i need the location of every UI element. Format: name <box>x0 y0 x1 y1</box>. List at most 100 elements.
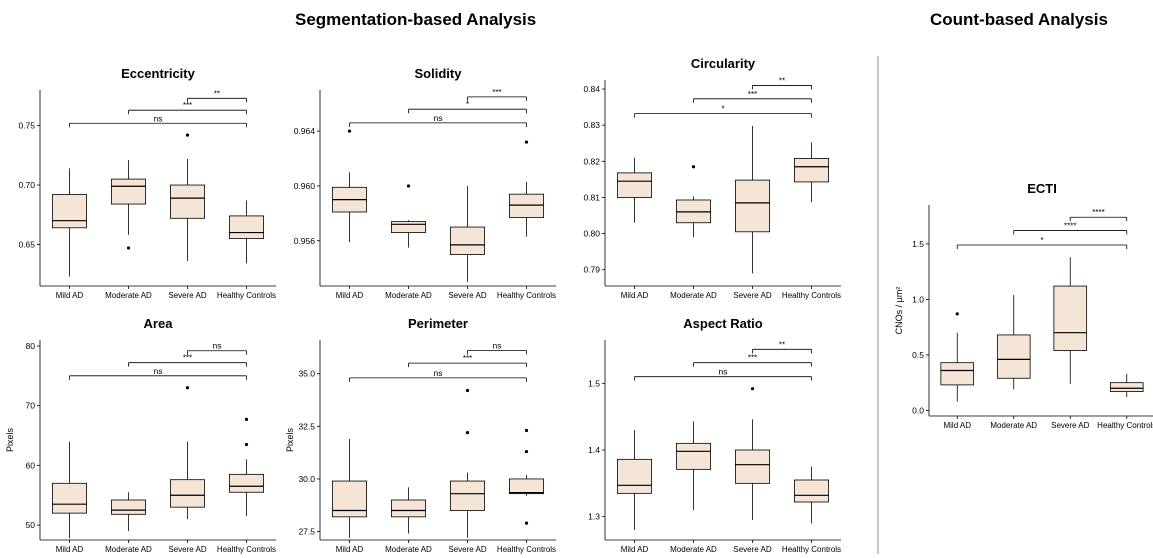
chart-aspect-ratio: Aspect Ratio 1.3 1.4 1.5 Mild AD Moderate AD S… <box>588 316 841 554</box>
box <box>734 449 771 484</box>
x-tick-label: Healthy Controls <box>217 545 276 554</box>
outlier-point <box>347 129 352 133</box>
box <box>331 480 368 518</box>
y-tick-label: 70 <box>26 401 36 411</box>
box <box>110 178 147 205</box>
y-tick-label: 0.82 <box>583 156 600 166</box>
significance-label: ns <box>434 113 443 123</box>
significance-label: ns <box>493 341 502 351</box>
outlier-point <box>185 386 190 390</box>
outlier-point <box>185 133 190 137</box>
x-tick-label: Healthy Controls <box>782 545 841 554</box>
box <box>390 499 427 518</box>
x-tick-label: Mild AD <box>943 421 971 430</box>
outlier-point <box>244 442 249 447</box>
significance-label: ** <box>779 76 785 85</box>
count-section-title: Count-based Analysis <box>930 10 1108 29</box>
outlier-point <box>524 449 529 454</box>
y-tick-label: 0.956 <box>294 236 316 246</box>
y-tick-label: 0.0 <box>912 405 924 415</box>
significance-label: *** <box>748 90 757 99</box>
chart-eccentricity: Eccentricity 0.65 0.70 0.75 Mild AD Moderate … <box>18 66 276 300</box>
y-tick-label: 27.5 <box>298 527 315 537</box>
box <box>169 479 206 508</box>
box <box>508 193 545 218</box>
x-tick-label: Severe AD <box>168 545 206 554</box>
chart-title: Solidity <box>415 66 463 81</box>
chart-perimeter: Perimeter 27.5 30.0 32.5 35.0 Pixels Mild AD Mo… <box>285 316 556 554</box>
box <box>51 194 88 229</box>
outlier-point <box>465 388 470 393</box>
significance-label: *** <box>183 101 192 110</box>
y-tick-label: 0.960 <box>294 181 316 191</box>
y-tick-label: 0.83 <box>583 120 600 130</box>
chart-title: Perimeter <box>408 316 468 331</box>
chart-ecti: ECTI 0.0 0.5 1.0 1.5 CNOs / μm² Mild AD Moderat… <box>894 181 1153 430</box>
outlier-point <box>524 521 529 525</box>
box <box>996 334 1031 379</box>
significance-label: ns <box>213 341 222 351</box>
box <box>51 482 88 514</box>
y-tick-label: 0.65 <box>18 239 35 249</box>
y-tick-label: 1.0 <box>912 294 924 304</box>
outlier-point <box>406 184 411 188</box>
y-tick-label: 0.81 <box>583 192 600 202</box>
box <box>169 184 206 219</box>
y-tick-label: 80 <box>26 341 36 351</box>
x-tick-label: Moderate AD <box>105 291 152 300</box>
x-tick-label: Healthy Controls <box>217 291 276 300</box>
y-tick-label: 0.5 <box>912 350 924 360</box>
box <box>110 499 147 515</box>
significance-label: * <box>721 105 724 114</box>
y-tick-label: 1.5 <box>588 378 600 388</box>
x-tick-label: Moderate AD <box>670 291 717 300</box>
section-divider <box>877 56 879 554</box>
chart-title: Eccentricity <box>121 66 195 81</box>
x-tick-label: Healthy Controls <box>497 545 556 554</box>
chart-circularity: Circularity 0.79 0.80 0.81 0.82 0.83 0.84 Mild … <box>583 56 841 300</box>
outlier-point <box>465 431 470 435</box>
x-tick-label: Healthy Controls <box>497 291 556 300</box>
significance-label: ** <box>214 89 220 98</box>
y-tick-label: 32.5 <box>298 421 315 431</box>
y-tick-label: 0.79 <box>583 265 600 275</box>
box <box>616 172 653 198</box>
y-axis-label: Pixels <box>5 428 15 453</box>
x-tick-label: Severe AD <box>733 291 771 300</box>
box <box>616 458 653 494</box>
significance-label: ns <box>719 367 728 377</box>
x-tick-label: Severe AD <box>448 545 486 554</box>
x-tick-label: Healthy Controls <box>1097 421 1153 430</box>
x-tick-label: Severe AD <box>1051 421 1089 430</box>
y-tick-label: 30.0 <box>298 474 315 484</box>
significance-label: ns <box>434 368 443 378</box>
significance-label: ns <box>154 113 163 123</box>
chart-solidity: Solidity 0.956 0.960 0.964 Mild AD Moderate A… <box>294 66 556 300</box>
chart-area: Area 50 60 70 80 Pixels Mild AD Moderate AD Seve… <box>5 316 276 554</box>
box <box>793 158 830 183</box>
y-tick-label: 0.80 <box>583 229 600 239</box>
significance-label: *** <box>492 88 501 97</box>
outlier-point <box>126 246 131 250</box>
x-tick-label: Severe AD <box>733 545 771 554</box>
box <box>390 221 427 233</box>
x-tick-label: Moderate AD <box>670 545 717 554</box>
significance-label: * <box>1040 236 1043 245</box>
significance-label: *** <box>463 354 472 363</box>
box <box>1053 285 1088 351</box>
chart-title: Circularity <box>691 56 756 71</box>
y-tick-label: 1.4 <box>588 445 600 455</box>
outlier-point <box>691 165 696 169</box>
y-tick-label: 0.70 <box>18 180 35 190</box>
x-tick-label: Moderate AD <box>990 421 1037 430</box>
y-tick-label: 1.3 <box>588 512 600 522</box>
x-tick-label: Mild AD <box>336 545 364 554</box>
segmentation-section-title: Segmentation-based Analysis <box>295 10 537 29</box>
box <box>449 480 486 511</box>
significance-label: * <box>466 100 469 109</box>
y-tick-label: 0.964 <box>294 126 316 136</box>
box <box>228 215 265 239</box>
x-tick-label: Mild AD <box>621 291 649 300</box>
chart-title: Area <box>144 316 174 331</box>
box <box>1109 382 1144 392</box>
